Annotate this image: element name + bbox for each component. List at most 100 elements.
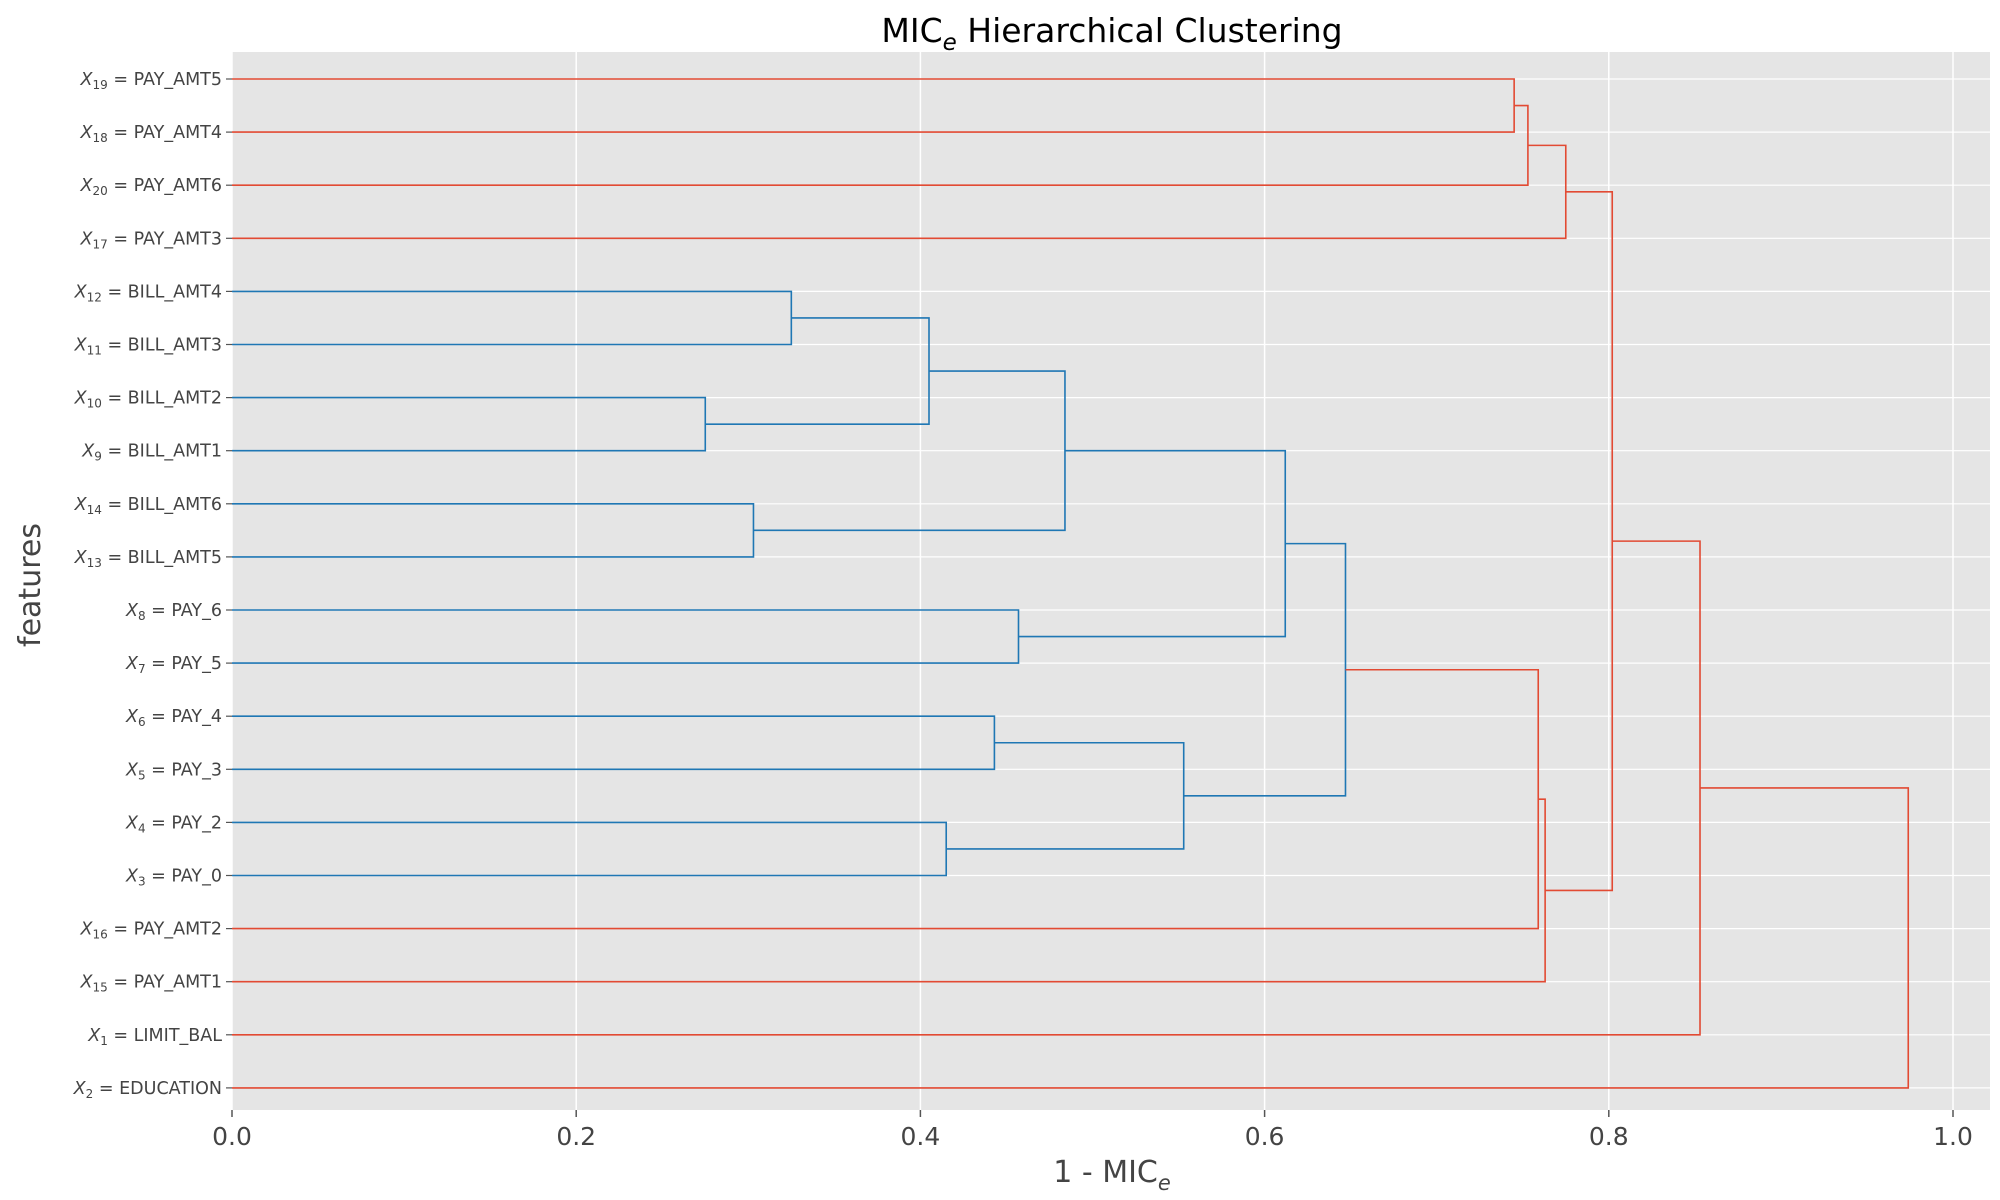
leaf-label-subscript: 19 [93,78,108,92]
leaf-label-symbol: X [80,973,94,993]
leaf-label: X4 = PAY_2 [125,813,222,835]
chart-title-main: MIC [881,11,942,50]
leaf-label-name: = PAY_4 [146,707,222,727]
leaf-label-subscript: 16 [93,928,108,942]
leaf-label-subscript: 8 [138,609,146,623]
leaf-label-name: = EDUCATION [93,1079,222,1099]
leaf-label: X5 = PAY_3 [125,760,222,782]
leaf-label-name: = BILL_AMT1 [102,442,222,462]
leaf-label-symbol: X [80,70,94,90]
leaf-label: X10 = BILL_AMT2 [74,389,222,411]
leaf-label: X2 = EDUCATION [73,1079,222,1101]
dendrogram-link [753,370,1066,532]
leaf-label: X7 = PAY_5 [125,654,222,676]
leaf-label-name: = PAY_3 [146,760,222,780]
x-tick-label: 0.6 [1245,1122,1285,1151]
leaf-label: X11 = BILL_AMT3 [74,336,222,358]
leaf-label-symbol: X [74,389,88,409]
leaf-label-subscript: 11 [87,344,102,358]
leaf-label-symbol: X [80,123,94,143]
plot-area [232,52,1990,1110]
chart-title-rest: Hierarchical Clustering [957,11,1343,50]
leaf-label-symbol: X [125,760,139,780]
leaf-label-symbol: X [74,336,88,356]
leaf-label-name: = PAY_6 [146,601,222,621]
leaf-label: X15 = PAY_AMT1 [80,973,222,995]
leaf-label-symbol: X [125,654,139,674]
leaf-label: X17 = PAY_AMT3 [80,229,222,251]
leaf-label: X13 = BILL_AMT5 [74,548,222,570]
leaf-label: X3 = PAY_0 [125,867,222,889]
leaf-label-subscript: 3 [138,875,146,889]
x-axis-label-main: 1 - MIC [1053,1155,1158,1190]
leaf-label-name: = PAY_AMT2 [108,920,222,940]
leaf-label-name: = BILL_AMT4 [102,282,222,302]
leaf-label-subscript: 6 [138,715,146,729]
dendrogram-link [946,741,1185,850]
leaf-label-symbol: X [73,1079,87,1099]
dendrogram-link [232,540,1701,1036]
leaf-label-subscript: 15 [93,981,108,995]
leaf-label: X20 = PAY_AMT6 [80,176,222,198]
leaf-label-name: = BILL_AMT2 [102,389,222,409]
dendrogram-link [232,798,1546,983]
leaf-label-symbol: X [125,867,139,887]
leaf-label: X18 = PAY_AMT4 [80,123,222,145]
dendrogram-link [232,104,1529,186]
leaf-label: X6 = PAY_4 [125,707,222,729]
leaf-label: X1 = LIMIT_BAL [87,1026,222,1048]
leaf-label-symbol: X [80,176,94,196]
dendrogram-link [1018,449,1287,638]
leaf-label-name: = PAY_AMT4 [108,123,222,143]
leaf-label-subscript: 12 [87,290,102,304]
x-tick-label: 1.0 [1933,1122,1973,1151]
leaf-label-subscript: 18 [93,131,108,145]
leaf-label-symbol: X [125,813,139,833]
leaf-label-symbol: X [125,707,139,727]
dendrogram-links [232,78,1910,1089]
x-tick-label: 0.0 [212,1122,252,1151]
x-axis-label-subscript: e [1158,1171,1171,1195]
leaf-label-subscript: 9 [94,450,102,464]
leaf-label-subscript: 17 [93,237,108,251]
leaf-label-name: = PAY_0 [146,867,222,887]
leaf-label-symbol: X [74,495,88,515]
leaf-label-symbol: X [81,442,95,462]
leaf-label: X12 = BILL_AMT4 [74,282,222,304]
x-axis-ticks: 0.0 0.2 0.4 0.6 0.8 1.0 [212,1110,1973,1151]
x-tick-label: 0.4 [901,1122,941,1151]
leaf-label-subscript: 1 [100,1034,108,1048]
x-tick-label: 0.2 [556,1122,596,1151]
leaf-label-subscript: 2 [86,1087,94,1101]
leaf-label-name: = PAY_2 [146,813,222,833]
leaf-label-name: = PAY_AMT5 [108,70,222,90]
chart-title: MICe Hierarchical Clustering [881,11,1342,56]
leaf-label-subscript: 14 [87,503,102,517]
x-tick-label: 0.8 [1589,1122,1629,1151]
leaf-label-subscript: 4 [138,821,146,835]
leaf-label-subscript: 20 [93,184,108,198]
leaf-label-subscript: 7 [138,662,146,676]
leaf-label-symbol: X [80,229,94,249]
leaf-label: X14 = BILL_AMT6 [74,495,222,517]
leaf-label-name: = LIMIT_BAL [108,1026,222,1046]
leaf-label-name: = BILL_AMT5 [102,548,222,568]
leaf-label-name: = PAY_AMT3 [108,229,222,249]
leaf-label-symbol: X [80,920,94,940]
leaf-label-name: = BILL_AMT6 [102,495,222,515]
dendrogram-link [232,787,1910,1089]
leaf-label-name: = PAY_5 [146,654,222,674]
leaf-label-symbol: X [125,601,139,621]
leaf-label-name: = BILL_AMT3 [102,336,222,356]
leaf-label-symbol: X [74,282,88,302]
y-axis-label: features [13,523,48,647]
x-axis-label: 1 - MICe [1053,1155,1171,1195]
leaf-label-name: = PAY_AMT1 [108,973,222,993]
chart-title-subscript: e [943,30,957,56]
leaf-label-subscript: 5 [138,768,146,782]
leaf-label: X9 = BILL_AMT1 [81,442,222,464]
leaf-label: X19 = PAY_AMT5 [80,70,222,92]
leaf-label-symbol: X [87,1026,101,1046]
